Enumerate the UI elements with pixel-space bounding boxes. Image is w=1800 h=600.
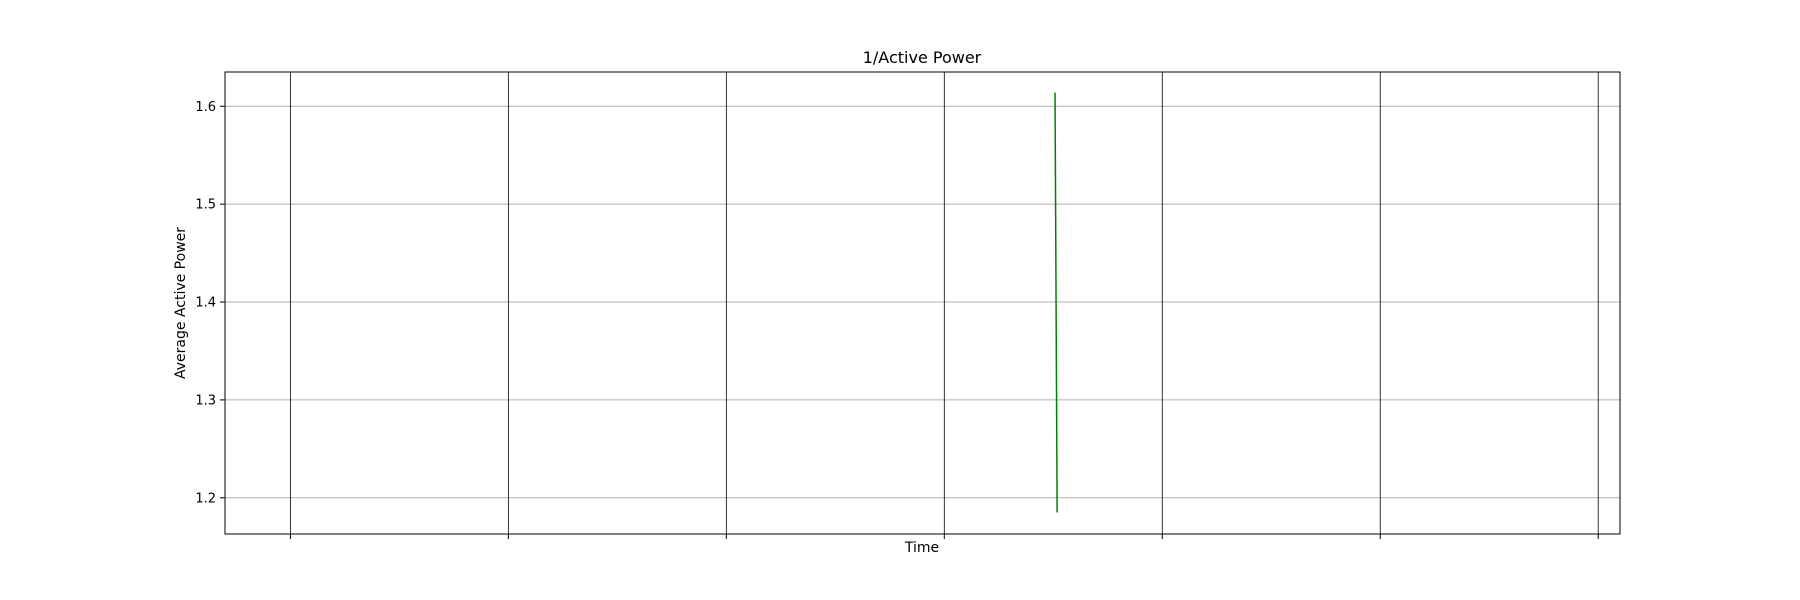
- y-tick-label: 1.5: [195, 198, 216, 213]
- x-axis-ticks: [289, 534, 1599, 539]
- chart-title: 1/Active Power: [863, 48, 982, 67]
- x-axis-label: Time: [904, 540, 939, 556]
- y-tick-label: 1.6: [195, 100, 216, 115]
- y-axis-ticks: 1.2 1.3 1.4 1.5 1.6: [195, 100, 225, 506]
- y-tick-label: 1.2: [195, 491, 216, 506]
- y-axis-label: Average Active Power: [173, 227, 189, 379]
- y-tick-label: 1.3: [195, 393, 216, 408]
- y-tick-label: 1.4: [195, 296, 216, 311]
- series-line: [1054, 92, 1058, 513]
- plot-frame: [224, 71, 1621, 535]
- series-layer: [1054, 92, 1058, 513]
- grid: [225, 72, 1620, 534]
